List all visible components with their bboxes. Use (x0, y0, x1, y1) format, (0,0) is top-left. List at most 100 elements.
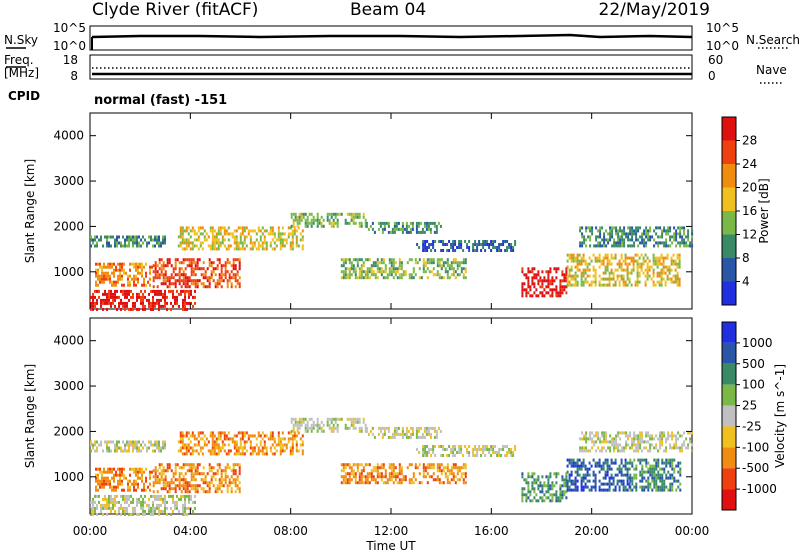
velocity-cell (186, 463, 189, 467)
power-cell (433, 224, 436, 228)
power-cell (114, 292, 116, 296)
velocity-cell (613, 437, 616, 441)
velocity-cell (220, 469, 223, 473)
velocity-cell (360, 429, 363, 433)
velocity-cell (216, 487, 219, 491)
velocity-cell (119, 467, 121, 471)
velocity-cell (661, 485, 664, 489)
power-cell (354, 267, 357, 271)
power-cell (621, 229, 624, 233)
velocity-cell (340, 475, 343, 479)
velocity-cell (137, 482, 139, 486)
velocity-cell (176, 463, 179, 467)
velocity-cell (172, 481, 175, 485)
velocity-cell (200, 472, 203, 476)
velocity-cell (392, 472, 395, 476)
power-cell (617, 229, 620, 233)
velocity-cell (99, 479, 101, 483)
velocity-cell (401, 426, 404, 430)
velocity-cell (436, 466, 439, 470)
velocity-cell (584, 476, 587, 480)
velocity-cell (183, 446, 186, 450)
velocity-cell (663, 449, 666, 453)
power-cell (624, 268, 627, 272)
velocity-cell (601, 440, 604, 444)
power-cell (184, 304, 186, 308)
velocity-cell (162, 500, 164, 504)
power-cell (188, 285, 191, 289)
power-cell (400, 267, 403, 271)
velocity-cell (269, 434, 272, 438)
power-cell (300, 218, 303, 222)
velocity-cell (120, 446, 122, 450)
power-cell (572, 274, 575, 278)
power-cell (460, 267, 463, 271)
power-cell (151, 265, 153, 269)
velocity-cell (629, 488, 632, 492)
velocity-cell (478, 448, 481, 451)
power-cell (432, 267, 435, 271)
velocity-cell (121, 467, 123, 471)
power-cell (415, 224, 418, 228)
power-cell (211, 226, 214, 230)
power-cell (253, 229, 256, 233)
power-cell (624, 256, 627, 260)
power-cell (176, 279, 179, 283)
power-cell (243, 247, 246, 251)
velocity-cell (180, 478, 183, 482)
velocity-cell (106, 512, 108, 516)
velocity-cell (279, 449, 282, 453)
power-cell (673, 232, 676, 236)
power-cell (374, 261, 377, 265)
power-cell (590, 280, 593, 284)
power-cell (298, 218, 301, 222)
velocity-cell (392, 466, 395, 470)
velocity-cell (232, 466, 235, 470)
velocity-cell (594, 461, 597, 465)
velocity-cell (521, 499, 524, 503)
velocity-cell (379, 429, 382, 433)
velocity-cell (354, 481, 357, 485)
velocity-cell (458, 466, 461, 470)
velocity-cell (582, 485, 585, 489)
velocity-cell (189, 446, 192, 450)
velocity-cell (390, 472, 393, 476)
velocity-cell (416, 448, 419, 451)
power-cell (107, 274, 109, 278)
velocity-cell (619, 449, 622, 453)
power-cell (97, 271, 99, 275)
power-cell (574, 265, 577, 269)
velocity-cell (365, 426, 368, 430)
velocity-cell (186, 481, 189, 485)
power-cell (227, 247, 230, 251)
power-cell (414, 258, 417, 262)
power-cell (582, 280, 585, 284)
power-cell (225, 232, 228, 236)
power-cell (446, 264, 449, 268)
velocity-cell (663, 470, 666, 474)
power-cell (318, 221, 321, 225)
velocity-cell (613, 440, 616, 444)
power-cell (617, 244, 620, 248)
velocity-cell (675, 479, 678, 483)
power-cell (576, 259, 579, 263)
power-cell (434, 240, 437, 243)
power-cell (454, 261, 457, 265)
power-cell (340, 258, 343, 262)
velocity-cell (557, 472, 560, 476)
velocity-cell (635, 443, 638, 447)
xtick-label: 08:00 (273, 524, 308, 538)
velocity-cell (162, 472, 165, 476)
velocity-cell (164, 500, 166, 504)
velocity-cell (285, 443, 288, 447)
velocity-cell (609, 440, 612, 444)
velocity-cell (228, 484, 231, 488)
power-cell (197, 229, 200, 233)
power-cell (418, 246, 421, 249)
power-cell (166, 285, 169, 289)
power-cell (547, 276, 550, 280)
velocity-cell (350, 469, 353, 473)
velocity-cell (164, 494, 166, 498)
power-cell (194, 264, 197, 268)
velocity-cell (429, 435, 432, 439)
